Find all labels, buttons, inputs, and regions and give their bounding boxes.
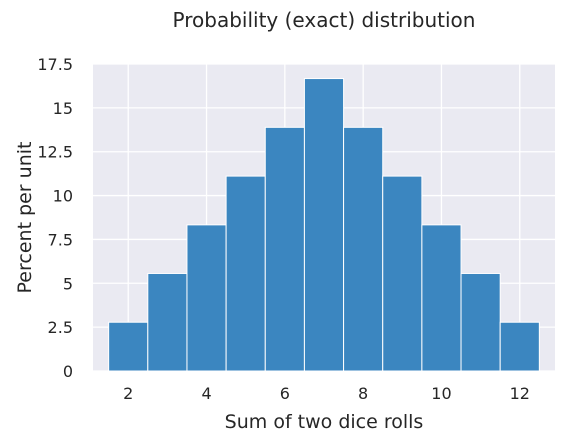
bar-6 [264,126,305,372]
x-tick-label: 10 [431,384,451,403]
x-axis-label: Sum of two dice rolls [225,411,424,433]
bar-2 [108,321,149,372]
chart-title: Probability (exact) distribution [173,8,476,32]
bar-5 [225,175,266,372]
bar-10 [421,224,462,372]
y-axis-label: Percent per unit [14,142,36,294]
x-tick-label: 2 [123,384,133,403]
y-tick-label: 2.5 [48,318,73,337]
y-tick-labels: 0 2.5 5 7.5 10 12.5 15 17.5 [37,55,73,381]
bar-12 [499,321,540,372]
x-tick-label: 12 [510,384,530,403]
bars [108,78,540,372]
bar-7 [303,78,345,372]
x-tick-labels: 2 4 6 8 10 12 [123,384,530,403]
y-tick-label: 7.5 [48,230,73,249]
bar-11 [460,272,501,372]
x-tick-label: 6 [280,384,290,403]
bar-3 [147,272,188,372]
y-tick-label: 0 [63,362,73,381]
y-tick-label: 17.5 [37,55,73,74]
y-tick-label: 15 [53,99,73,118]
bar-8 [343,126,384,372]
x-tick-label: 4 [201,384,211,403]
y-tick-label: 10 [53,187,73,206]
y-tick-label: 5 [63,274,73,293]
bar-9 [382,175,423,372]
x-tick-label: 8 [358,384,368,403]
bar-4 [186,224,227,372]
y-tick-label: 12.5 [37,143,73,162]
